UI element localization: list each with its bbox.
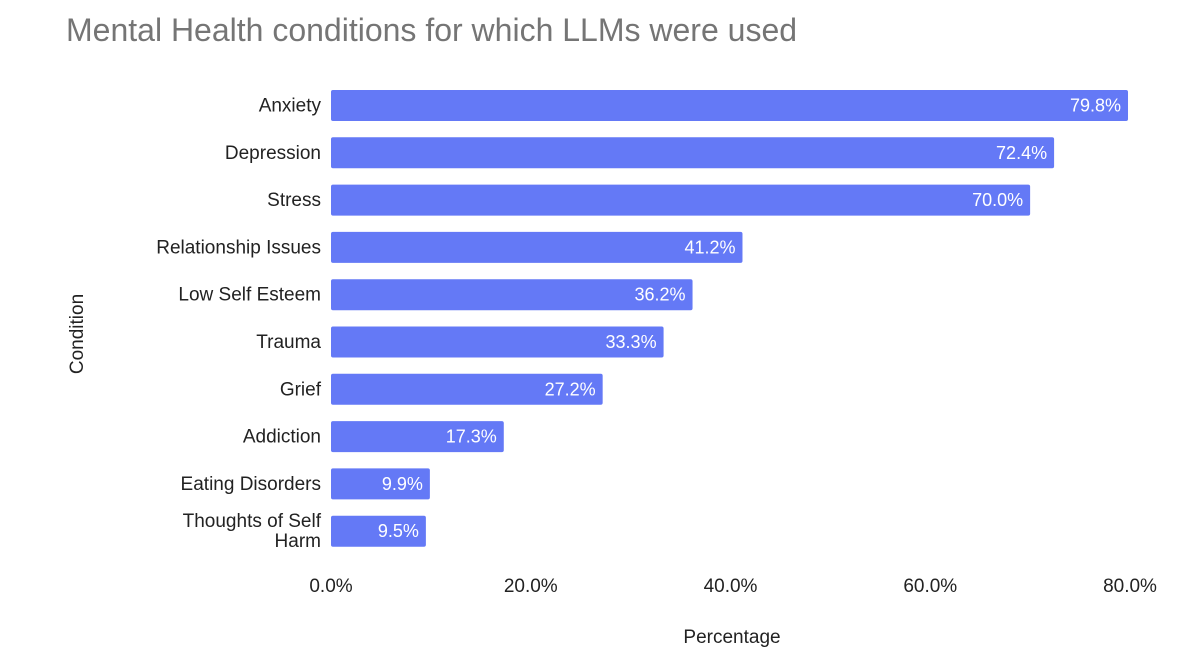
data-label-anxiety: 79.8%	[1070, 96, 1121, 116]
x-tick-label: 80.0%	[1103, 576, 1157, 597]
bar-eating-disorders	[331, 468, 430, 500]
category-label-grief: Grief	[280, 379, 322, 400]
bar-trauma	[331, 326, 664, 358]
category-label-low-self-esteem: Low Self Esteem	[178, 285, 321, 306]
data-label-depression: 72.4%	[996, 143, 1047, 163]
bar-depression	[331, 137, 1055, 169]
x-tick-label: 20.0%	[504, 576, 558, 597]
category-label-relationship-issues: Relationship Issues	[156, 237, 321, 258]
data-labels: 79.8% 72.4% 70.0% 41.2% 36.2% 33.3% 27.2% 17.3%…	[378, 96, 1121, 542]
bar-low-self-esteem	[331, 279, 693, 311]
category-label-addiction: Addiction	[243, 427, 321, 448]
category-label-eating-disorders: Eating Disorders	[181, 474, 321, 495]
bars-layer	[331, 90, 1129, 547]
category-label-trauma: Trauma	[256, 332, 321, 353]
data-label-eating-disorders: 9.9%	[382, 474, 423, 494]
category-labels: Anxiety Depression Stress Relationship Issu…	[156, 96, 321, 553]
data-label-thoughts-of-self-harm: 9.5%	[378, 521, 419, 541]
data-label-trauma: 33.3%	[606, 332, 657, 352]
x-axis-ticks: 0.0% 20.0% 40.0% 60.0% 80.0%	[309, 576, 1157, 597]
x-axis-title: Percentage	[683, 627, 780, 648]
bar-addiction	[331, 421, 504, 453]
data-label-relationship-issues: 41.2%	[684, 237, 735, 257]
category-label-depression: Depression	[225, 143, 321, 164]
x-tick-label: 40.0%	[704, 576, 758, 597]
category-label-stress: Stress	[267, 190, 321, 211]
chart-title: Mental Health conditions for which LLMs …	[66, 12, 798, 48]
bar-grief	[331, 373, 603, 405]
x-tick-label: 60.0%	[903, 576, 957, 597]
data-label-addiction: 17.3%	[446, 427, 497, 447]
data-label-grief: 27.2%	[545, 379, 596, 399]
data-label-stress: 70.0%	[972, 190, 1023, 210]
category-label-anxiety: Anxiety	[259, 96, 322, 117]
category-label-thoughts-of-self-harm: Thoughts of Self Harm	[183, 511, 322, 552]
y-axis-title: Condition	[67, 294, 88, 374]
bar-anxiety	[331, 90, 1129, 121]
bar-stress	[331, 184, 1031, 216]
bar-relationship-issues	[331, 231, 743, 263]
data-label-low-self-esteem: 36.2%	[635, 285, 686, 305]
x-tick-label: 0.0%	[309, 576, 352, 597]
bar-thoughts-of-self-harm	[331, 515, 426, 547]
